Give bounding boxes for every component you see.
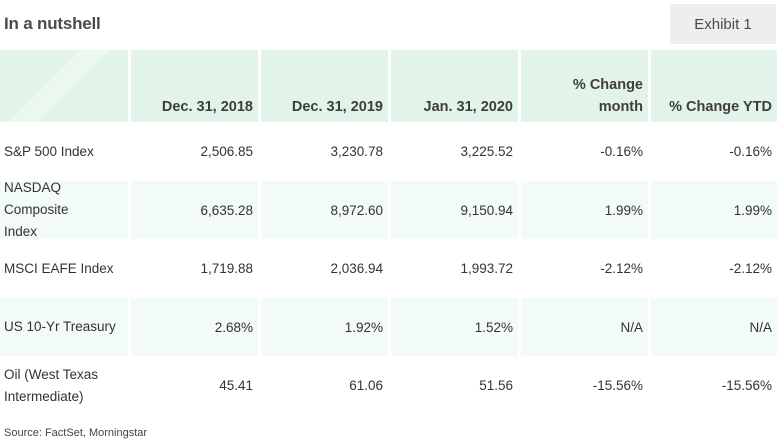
table-cell: -2.12% xyxy=(521,239,651,298)
header-cell-dec-2019: Dec. 31, 2019 xyxy=(261,50,391,122)
table-cell: N/A xyxy=(521,298,651,356)
table-cell: 1,719.88 xyxy=(131,239,261,298)
table-header-row: Dec. 31, 2018 Dec. 31, 2019 Jan. 31, 202… xyxy=(0,50,777,122)
table-cell: -15.56% xyxy=(721,378,772,393)
table-cell: 3,230.78 xyxy=(261,122,391,181)
table-row: NASDAQ Composite Index 6,635.28 8,972.60… xyxy=(0,180,777,239)
table-cell: 1.52% xyxy=(391,298,521,356)
table-cell: 51.56 xyxy=(391,356,521,415)
table-cell: 3,225.52 xyxy=(391,122,521,181)
table-row: S&P 500 Index 2,506.85 3,230.78 3,225.52… xyxy=(0,122,777,181)
exhibit-label: Exhibit 1 xyxy=(670,4,776,44)
table-cell: 2,036.94 xyxy=(261,239,391,298)
table-cell: -15.56% xyxy=(521,356,651,415)
table-cell: 45.41 xyxy=(131,356,261,415)
table-cell: -0.16% xyxy=(729,144,772,159)
header-cell-empty xyxy=(0,50,131,122)
table-cell: 2,506.85 xyxy=(131,122,261,181)
row-label-text: NASDAQ Composite Index xyxy=(4,180,69,239)
table-cell: -0.16% xyxy=(521,122,651,181)
table-row: MSCI EAFE Index 1,719.88 2,036.94 1,993.… xyxy=(0,239,777,298)
row-label: US 10-Yr Treasury xyxy=(0,298,131,356)
table-cell: 8,972.60 xyxy=(261,181,391,239)
row-label-text: Oil (West Texas Intermediate) xyxy=(4,366,99,404)
table-cell: 1.99% xyxy=(651,181,777,239)
header-cell-change-ytd: % Change YTD xyxy=(651,50,777,122)
table-cell: 61.06 xyxy=(261,356,391,415)
table-row: Oil (West Texas Intermediate) 45.41 61.0… xyxy=(0,356,777,415)
page-title: In a nutshell xyxy=(4,14,101,33)
row-label: S&P 500 Index xyxy=(0,122,131,181)
source-note: Source: FactSet, Morningstar xyxy=(4,427,148,439)
row-label: NASDAQ Composite Index xyxy=(0,180,131,239)
table-cell: 2.68% xyxy=(131,298,261,356)
market-table: Dec. 31, 2018 Dec. 31, 2019 Jan. 31, 202… xyxy=(0,50,777,415)
table-cell: 1,993.72 xyxy=(391,239,521,298)
table-cell: -2.12% xyxy=(729,261,772,276)
header-cell-change-month: % Change month xyxy=(521,50,651,122)
table-cell: 9,150.94 xyxy=(391,181,521,239)
header-cell-jan-2020: Jan. 31, 2020 xyxy=(391,50,521,122)
row-label: MSCI EAFE Index xyxy=(0,239,131,298)
table-cell: 1.99% xyxy=(521,181,651,239)
row-label: Oil (West Texas Intermediate) xyxy=(0,356,131,415)
table-cell: N/A xyxy=(651,298,777,356)
table-row: US 10-Yr Treasury 2.68% 1.92% 1.52% N/A … xyxy=(0,298,777,356)
table-cell: 1.92% xyxy=(261,298,391,356)
table-cell: 6,635.28 xyxy=(131,181,261,239)
header-cell-dec-2018: Dec. 31, 2018 xyxy=(131,50,261,122)
